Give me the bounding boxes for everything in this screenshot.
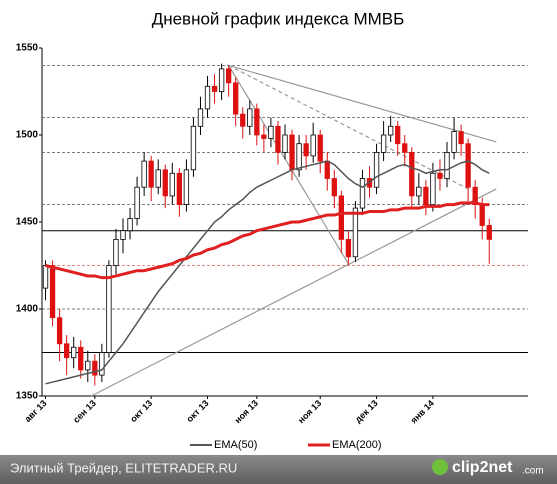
trend-line (91, 188, 497, 397)
candle-body (71, 346, 77, 359)
legend-label: EMA(200) (332, 439, 382, 451)
y-tick-label: 1550 (16, 43, 39, 54)
candle-body (303, 143, 309, 157)
x-tick-label: окт 13 (128, 398, 154, 424)
candle-body (141, 160, 147, 188)
candle-body (247, 108, 253, 127)
logo: clip2net (452, 459, 513, 476)
candle-body (289, 134, 295, 171)
trend-line (228, 64, 472, 192)
candle-body (176, 172, 182, 205)
candle-body (380, 134, 387, 153)
candle-body (416, 186, 422, 197)
ema-line (45, 201, 490, 280)
candle-body (409, 151, 415, 197)
chart-title: Дневной график индекса ММВБ (152, 9, 405, 28)
legend-label: EMA(50) (214, 439, 257, 451)
candle-body (458, 131, 464, 145)
candle-body (162, 169, 168, 197)
candle-body (352, 207, 359, 258)
candle-body (64, 343, 70, 359)
candle-body (268, 125, 274, 139)
candle-body (402, 143, 408, 153)
candle-body (275, 125, 281, 153)
candle-body (423, 186, 429, 205)
footer-source: Элитный Трейдер, ELITETRADER.RU (10, 460, 237, 475)
candle-body (148, 160, 154, 188)
candle-body (92, 360, 98, 376)
candle-body (479, 204, 485, 226)
candle-body (331, 178, 337, 197)
candle-body (296, 143, 302, 171)
x-tick-label: окт 13 (185, 398, 211, 424)
candle-body (127, 218, 133, 232)
x-tick-label: ноя 13 (233, 398, 260, 425)
y-tick-label: 1350 (16, 391, 39, 402)
trend-line (228, 65, 349, 265)
logo-icon (432, 459, 448, 475)
candle-body (437, 172, 443, 179)
candle-body (56, 317, 63, 345)
candle-body (78, 346, 84, 371)
x-tick-label: дек 13 (353, 398, 380, 425)
candle-body (134, 186, 140, 219)
candle-body (451, 131, 457, 153)
candle-body (373, 151, 380, 188)
candle-body (282, 134, 288, 153)
logo-suffix: .com (522, 466, 544, 477)
candle-body (395, 125, 401, 145)
candle-body (99, 352, 105, 376)
candle-body (190, 125, 197, 171)
candle-body (345, 238, 352, 258)
candle-body (197, 108, 204, 127)
candle-body (204, 85, 211, 110)
candle-body (324, 160, 330, 179)
candle-body (317, 134, 323, 162)
candle-body (240, 113, 246, 127)
candle-body (211, 85, 218, 92)
candle-body (169, 172, 175, 197)
candle-body (310, 134, 316, 157)
candle-body (85, 360, 91, 371)
y-tick-label: 1500 (16, 130, 39, 141)
candle-body (113, 238, 119, 266)
candle-body (444, 151, 450, 179)
x-tick-label: сен 13 (71, 398, 98, 425)
candle-body (218, 68, 225, 92)
candle-body (338, 195, 344, 240)
y-tick-label: 1450 (16, 217, 39, 228)
candle-body (261, 134, 267, 139)
candle-body (430, 172, 436, 205)
candle-body (254, 108, 260, 136)
candle-body (388, 125, 394, 136)
y-tick-label: 1400 (16, 304, 39, 315)
candle-body (233, 82, 239, 115)
candle-body (226, 68, 232, 84)
candle-body (486, 225, 492, 240)
candle-body (120, 230, 126, 240)
candle-body (359, 178, 366, 209)
footer-bar (0, 455, 557, 484)
candle-body (42, 265, 49, 289)
candle-body (472, 186, 478, 205)
x-tick-label: янв 14 (409, 398, 436, 425)
candle-body (465, 143, 471, 188)
x-tick-label: ноя 13 (296, 398, 323, 425)
ema-line (45, 160, 490, 385)
candle-body (49, 265, 56, 319)
candle-body (106, 265, 112, 353)
candle-body (183, 169, 190, 206)
trend-line (228, 64, 497, 143)
x-tick-label: авг 13 (23, 398, 49, 424)
candle-body (155, 169, 161, 188)
